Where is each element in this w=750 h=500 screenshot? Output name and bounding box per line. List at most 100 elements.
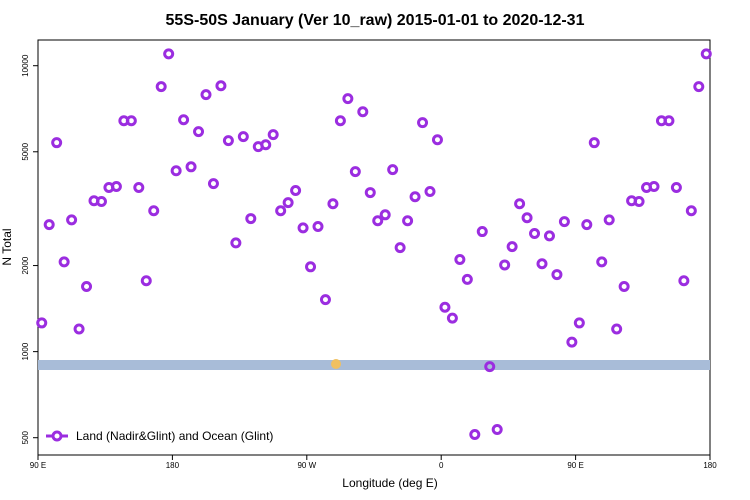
data-point (237, 131, 249, 143)
data-point (700, 48, 712, 60)
data-point (536, 258, 548, 270)
data-point (514, 198, 526, 210)
data-point (431, 134, 443, 146)
data-point (633, 196, 645, 208)
land-patch (331, 359, 341, 369)
data-point (66, 214, 78, 226)
data-point (670, 182, 682, 194)
data-point (618, 280, 630, 292)
x-tick-label: 90 W (297, 461, 316, 470)
data-point (566, 336, 578, 348)
data-point (178, 114, 190, 126)
data-point (36, 317, 48, 329)
y-tick-label: 10000 (21, 54, 30, 77)
x-tick-label: 90 E (567, 461, 583, 470)
data-point (529, 227, 541, 239)
data-point (424, 186, 436, 198)
data-point (43, 219, 55, 231)
data-point (417, 117, 429, 129)
data-point (133, 182, 145, 194)
data-point (648, 181, 660, 193)
data-point (364, 187, 376, 199)
data-point (193, 126, 205, 138)
x-tick-label: 90 E (30, 461, 46, 470)
data-point (51, 137, 63, 149)
data-point (663, 115, 675, 127)
data-point (282, 197, 294, 209)
data-point (125, 115, 137, 127)
data-point (327, 198, 339, 210)
data-point (491, 424, 503, 436)
data-point (334, 115, 346, 127)
data-point (319, 294, 331, 306)
data-point (155, 81, 167, 93)
data-point (290, 185, 302, 197)
chart-title: 55S-50S January (Ver 10_raw) 2015-01-01 … (166, 12, 585, 29)
data-point (245, 213, 257, 225)
data-point (558, 216, 570, 228)
data-point (611, 323, 623, 335)
data-point (357, 106, 369, 118)
data-point (81, 280, 93, 292)
data-point (349, 166, 361, 178)
data-point (394, 242, 406, 254)
data-point (222, 135, 234, 147)
x-axis-label: Longitude (deg E) (342, 476, 437, 490)
y-tick-label: 5000 (21, 142, 30, 160)
x-tick-label: 0 (439, 461, 444, 470)
y-tick-label: 1000 (21, 342, 30, 360)
data-point (260, 139, 272, 151)
data-point (267, 129, 279, 141)
data-point (297, 222, 309, 234)
data-point (110, 181, 122, 193)
data-point (573, 317, 585, 329)
data-point (200, 89, 212, 101)
data-point (170, 165, 182, 177)
data-point (469, 429, 481, 441)
data-point (207, 178, 219, 190)
data-point (409, 191, 421, 203)
data-point (439, 301, 451, 313)
y-tick-label: 500 (21, 430, 30, 444)
data-point (446, 312, 458, 324)
y-axis-label: N Total (0, 228, 14, 265)
legend-marker (51, 430, 63, 442)
data-point (581, 219, 593, 231)
plot-frame (37, 39, 711, 456)
data-point (342, 93, 354, 105)
data-point (73, 323, 85, 335)
data-point (215, 80, 227, 92)
data-point (275, 205, 287, 217)
data-point (521, 212, 533, 224)
data-point (693, 81, 705, 93)
data-point (148, 205, 160, 217)
data-point (603, 214, 615, 226)
data-point (163, 48, 175, 60)
legend: Land (Nadir&Glint) and Ocean (Glint) (46, 429, 273, 443)
data-point (185, 161, 197, 173)
data-point (678, 275, 690, 287)
data-point (499, 259, 511, 271)
legend-label: Land (Nadir&Glint) and Ocean (Glint) (76, 429, 273, 443)
data-point (312, 220, 324, 232)
data-point (506, 241, 518, 253)
x-tick-label: 180 (703, 461, 717, 470)
data-point (596, 256, 608, 268)
data-point (543, 230, 555, 242)
y-tick-label: 2000 (21, 256, 30, 274)
data-point (588, 137, 600, 149)
data-point (461, 273, 473, 285)
data-point (230, 237, 242, 249)
data-point (387, 164, 399, 176)
data-point (484, 361, 496, 373)
data-point (454, 254, 466, 266)
data-point (95, 196, 107, 208)
data-point (372, 215, 384, 227)
x-tick-label: 180 (166, 461, 180, 470)
data-point (476, 226, 488, 238)
data-point (305, 261, 317, 273)
data-point (551, 269, 563, 281)
data-point (402, 215, 414, 227)
data-point (685, 205, 697, 217)
